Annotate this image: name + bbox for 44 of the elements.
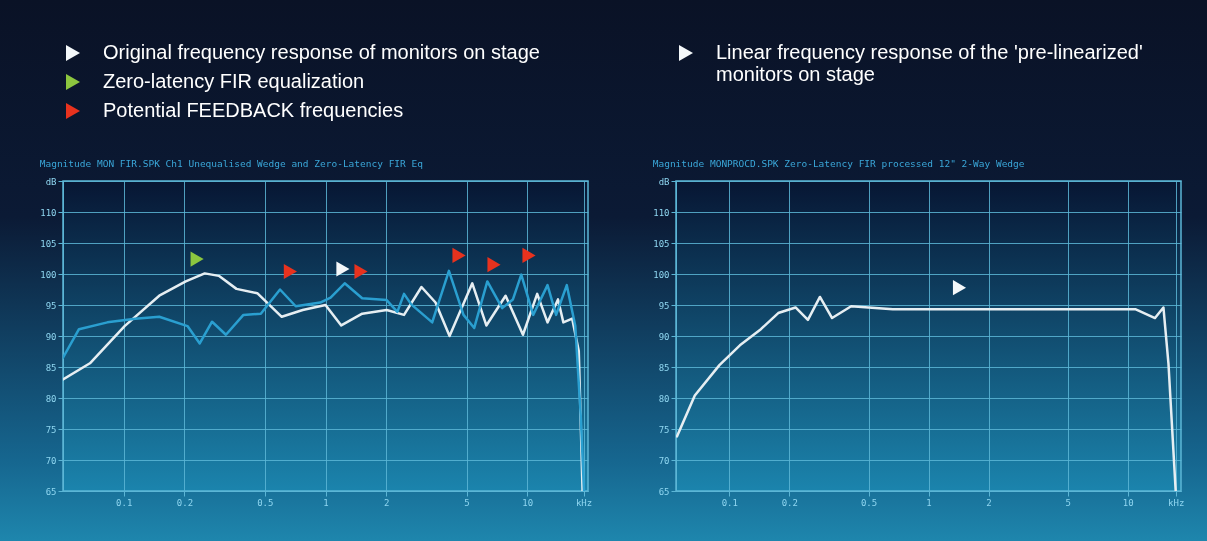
y-tick-label: 95 xyxy=(45,300,57,311)
x-tick-label: 1 xyxy=(323,497,329,508)
chart-title: Magnitude MONPROCD.SPK Zero-Latency FIR processed 12" 2-Way Wedge xyxy=(652,157,1025,169)
x-tick-label: kHz xyxy=(575,497,593,508)
y-tick-label: 65 xyxy=(658,486,670,497)
x-tick-label: 0.1 xyxy=(116,497,133,508)
y-tick-label: dB xyxy=(658,176,670,187)
x-tick-label: 10 xyxy=(522,497,534,508)
y-tick-label: 80 xyxy=(45,393,57,404)
y-tick-label: 95 xyxy=(658,300,670,311)
legend-label: Potential FEEDBACK frequencies xyxy=(103,99,404,121)
y-tick-label: 75 xyxy=(45,424,57,435)
legend-label: Zero-latency FIR equalization xyxy=(103,70,365,92)
x-tick-label: 5 xyxy=(464,497,470,508)
x-tick-label: 2 xyxy=(384,497,390,508)
y-tick-label: 90 xyxy=(45,331,57,342)
y-tick-label: 110 xyxy=(653,207,670,218)
y-tick-label: 65 xyxy=(45,486,57,497)
x-tick-label: 10 xyxy=(1122,497,1134,508)
x-tick-label: 1 xyxy=(926,497,932,508)
y-tick-label: 100 xyxy=(40,269,57,280)
x-tick-label: 2 xyxy=(986,497,992,508)
x-tick-label: 0.2 xyxy=(781,497,798,508)
x-tick-label: 0.2 xyxy=(176,497,194,508)
y-tick-label: dB xyxy=(45,176,57,187)
y-tick-label: 90 xyxy=(658,331,670,342)
y-tick-label: 70 xyxy=(658,455,670,466)
legend-label: Original frequency response of monitors on stage xyxy=(103,41,540,63)
x-tick-label: 0.1 xyxy=(721,497,738,508)
y-tick-label: 85 xyxy=(658,362,670,373)
x-tick-label: 5 xyxy=(1065,497,1072,508)
x-tick-label: kHz xyxy=(1168,497,1185,508)
legend-label: Linear frequency response of the 'pre-linearized' monitors on stage xyxy=(716,41,1143,85)
y-tick-label: 70 xyxy=(45,455,57,466)
y-tick-label: 85 xyxy=(45,362,57,373)
y-tick-label: 75 xyxy=(658,424,670,435)
y-tick-label: 105 xyxy=(653,238,670,249)
y-tick-label: 100 xyxy=(653,269,670,280)
chart-title: Magnitude MON FIR.SPK Ch1 Unequalised Wedge and Zero-Latency FIR Eq xyxy=(39,157,423,169)
y-tick-label: 110 xyxy=(40,207,57,218)
x-tick-label: 0.5 xyxy=(860,497,878,508)
y-tick-label: 80 xyxy=(658,393,670,404)
x-tick-label: 0.5 xyxy=(257,497,274,508)
y-tick-label: 105 xyxy=(40,238,57,249)
